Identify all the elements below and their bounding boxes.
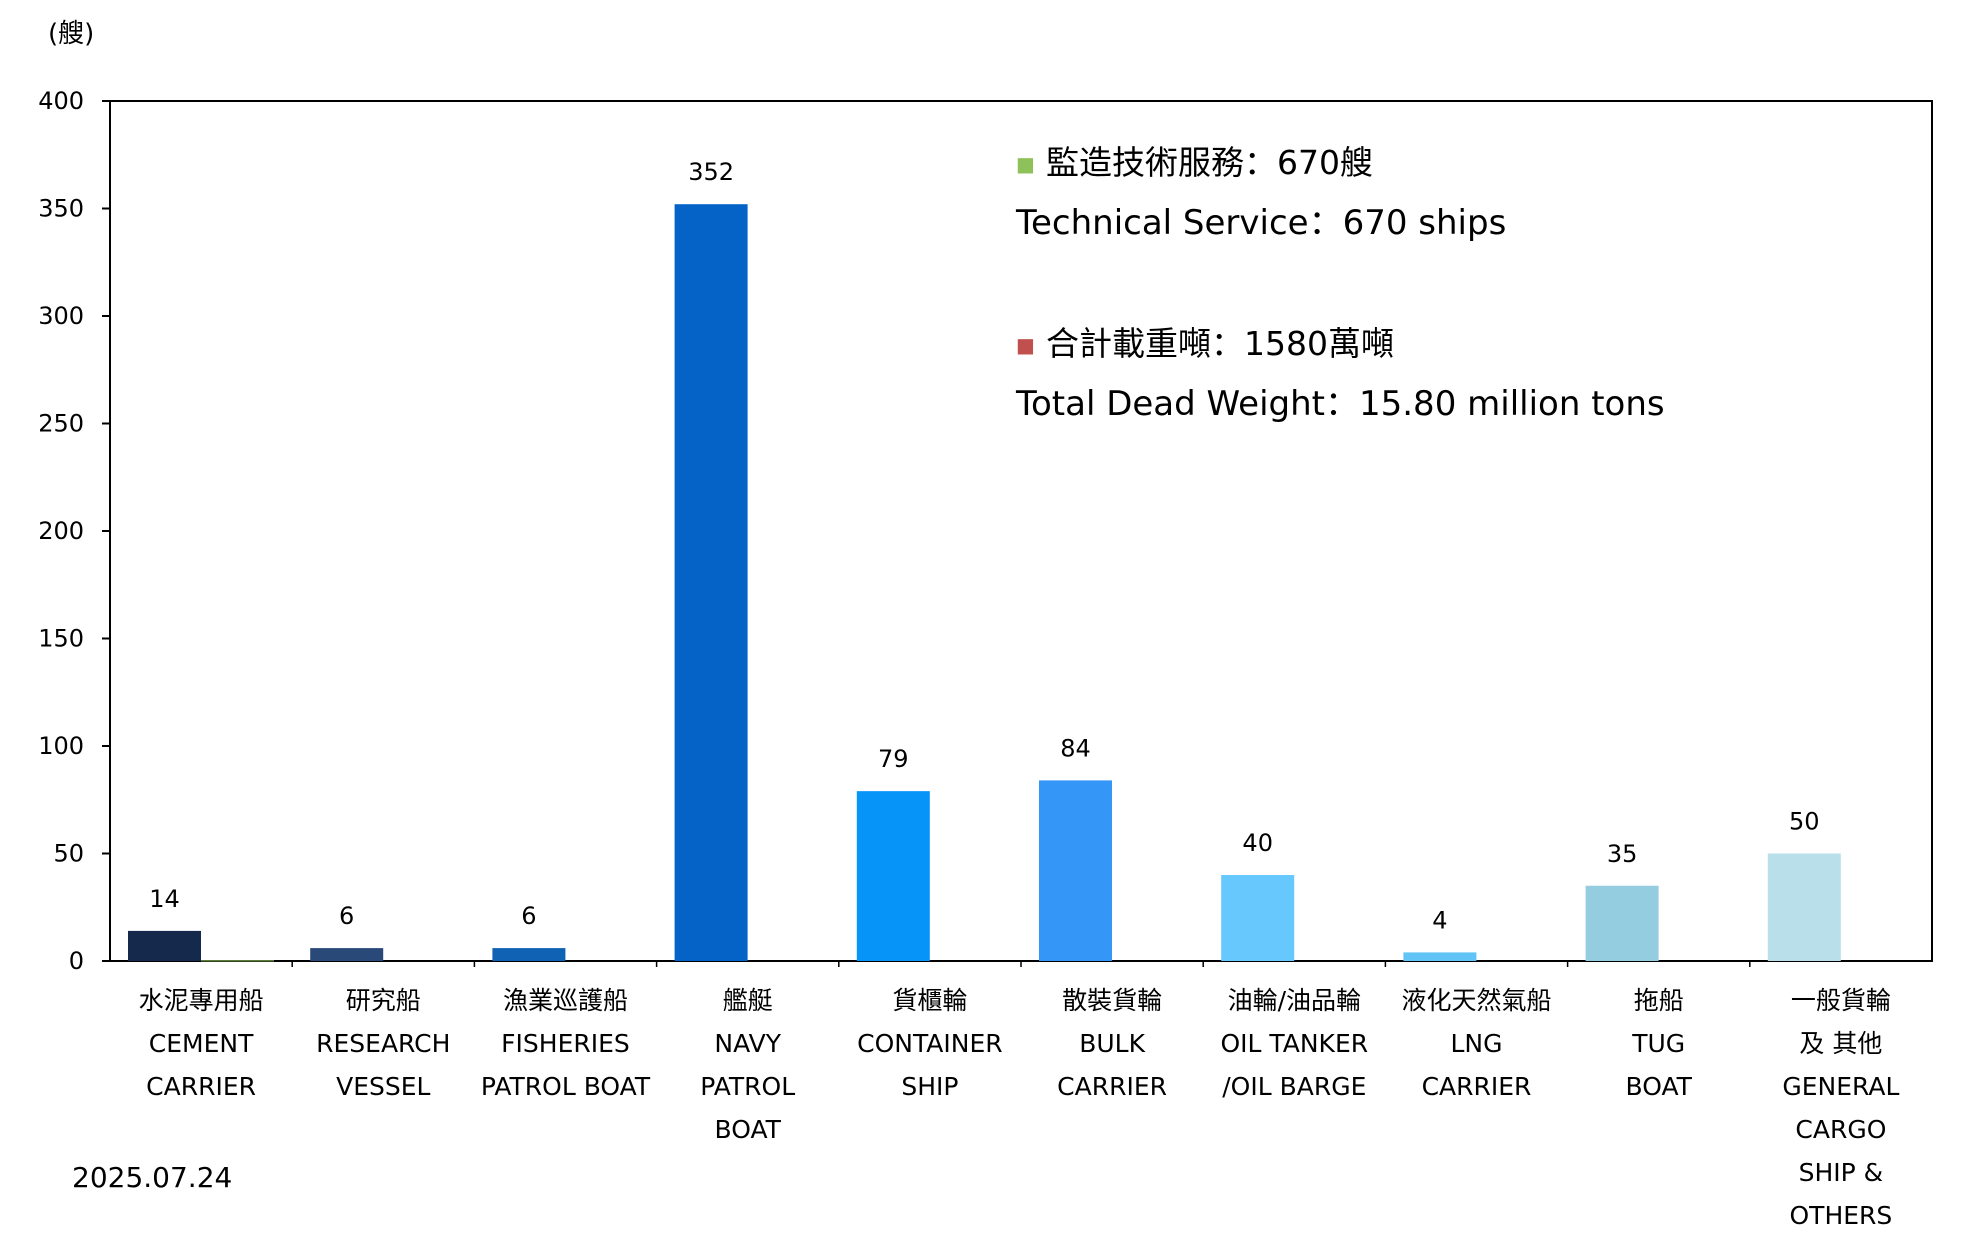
data-label: 40: [1242, 829, 1273, 857]
bar: [310, 948, 384, 961]
data-labels: 14 6 6 352 79 84 40 4 35 50: [149, 158, 1819, 934]
annotation-text-zh: 監造技術服務：670艘: [1046, 143, 1373, 182]
category-label: 散裝貨輪: [1062, 986, 1162, 1015]
category-label: CEMENT: [149, 1029, 254, 1058]
data-label: 79: [878, 745, 909, 773]
category-label: GENERAL: [1782, 1072, 1899, 1101]
y-unit-label: (艘): [48, 19, 94, 49]
category-label: OIL TANKER: [1220, 1029, 1368, 1058]
data-label: 352: [688, 158, 734, 186]
bar: [1221, 875, 1295, 961]
bar: [128, 930, 201, 961]
category-label: FISHERIES: [501, 1029, 630, 1058]
secondary-bar: [201, 960, 274, 962]
category-label: 貨櫃輪: [892, 986, 967, 1015]
legend-marker-icon: ■: [1016, 152, 1035, 176]
y-tick-label: 200: [38, 517, 84, 545]
category-labels: 水泥專用船 CEMENT CARRIER 研究船 RESEARCH VESSEL 漁業巡護船…: [139, 986, 1900, 1230]
category-label: TUG: [1631, 1029, 1685, 1058]
category-label: CARRIER: [1422, 1072, 1532, 1101]
category-label: CARRIER: [146, 1072, 256, 1101]
category-label: OTHERS: [1790, 1201, 1893, 1230]
bar: [492, 948, 566, 961]
category-label: RESEARCH: [316, 1029, 450, 1058]
date-label: 2025.07.24: [72, 1161, 232, 1194]
data-label: 35: [1607, 840, 1638, 868]
y-axis: 0 50 100 150 200 250 300 350 400: [38, 87, 110, 975]
category-label: PATROL: [700, 1072, 795, 1101]
bar: [674, 204, 748, 961]
category-label: CARRIER: [1057, 1072, 1167, 1101]
category-label: SHIP &: [1799, 1158, 1884, 1187]
category-label: BULK: [1079, 1029, 1145, 1058]
category-label: BOAT: [1626, 1072, 1693, 1101]
y-tick-label: 0: [69, 947, 84, 975]
bar: [1585, 885, 1659, 961]
y-tick-label: 150: [38, 625, 84, 653]
y-tick-label: 50: [53, 840, 84, 868]
category-label: 液化天然氣船: [1401, 986, 1551, 1015]
data-label: 50: [1789, 808, 1820, 836]
data-label: 14: [149, 885, 180, 913]
category-label: 及 其他: [1799, 1029, 1882, 1058]
category-label: CARGO: [1795, 1115, 1886, 1144]
data-label: 6: [339, 902, 354, 930]
category-label: 水泥專用船: [139, 986, 264, 1015]
category-label: PATROL BOAT: [481, 1072, 651, 1101]
category-label: BOAT: [715, 1115, 782, 1144]
bar: [1039, 780, 1112, 961]
bar: [1403, 952, 1477, 961]
category-label: 一般貨輪: [1791, 986, 1891, 1015]
legend-marker-icon: ■: [1016, 333, 1035, 357]
category-label: CONTAINER: [857, 1029, 1003, 1058]
y-tick-label: 250: [38, 410, 84, 438]
category-label: 拖船: [1634, 986, 1684, 1015]
x-axis: [291, 961, 1751, 967]
y-tick-label: 400: [38, 87, 84, 115]
category-label: NAVY: [714, 1029, 781, 1058]
bar: [856, 791, 930, 961]
annotation-text-en: Technical Service：670 ships: [1015, 203, 1506, 243]
annotation-text-zh: 合計載重噸：1580萬噸: [1046, 324, 1394, 363]
bar: [1767, 853, 1841, 961]
category-label: 艦艇: [723, 986, 773, 1015]
category-label: 漁業巡護船: [503, 986, 628, 1015]
y-tick-label: 300: [38, 302, 84, 330]
data-label: 84: [1060, 734, 1091, 762]
annotation-text-en: Total Dead Weight：15.80 million tons: [1015, 384, 1665, 424]
y-tick-label: 350: [38, 195, 84, 223]
category-label: 油輪/油品輪: [1228, 986, 1361, 1015]
category-label: /OIL BARGE: [1222, 1072, 1366, 1101]
bar-series: [128, 204, 1841, 962]
category-label: SHIP: [901, 1072, 958, 1101]
y-tick-label: 100: [38, 732, 84, 760]
data-label: 6: [521, 902, 536, 930]
category-label: LNG: [1450, 1029, 1502, 1058]
data-label: 4: [1432, 906, 1447, 934]
legend-annotations: ■ 監造技術服務：670艘 Technical Service：670 ships ■…: [1015, 143, 1665, 424]
category-label: VESSEL: [336, 1072, 430, 1101]
category-label: 研究船: [346, 986, 421, 1015]
